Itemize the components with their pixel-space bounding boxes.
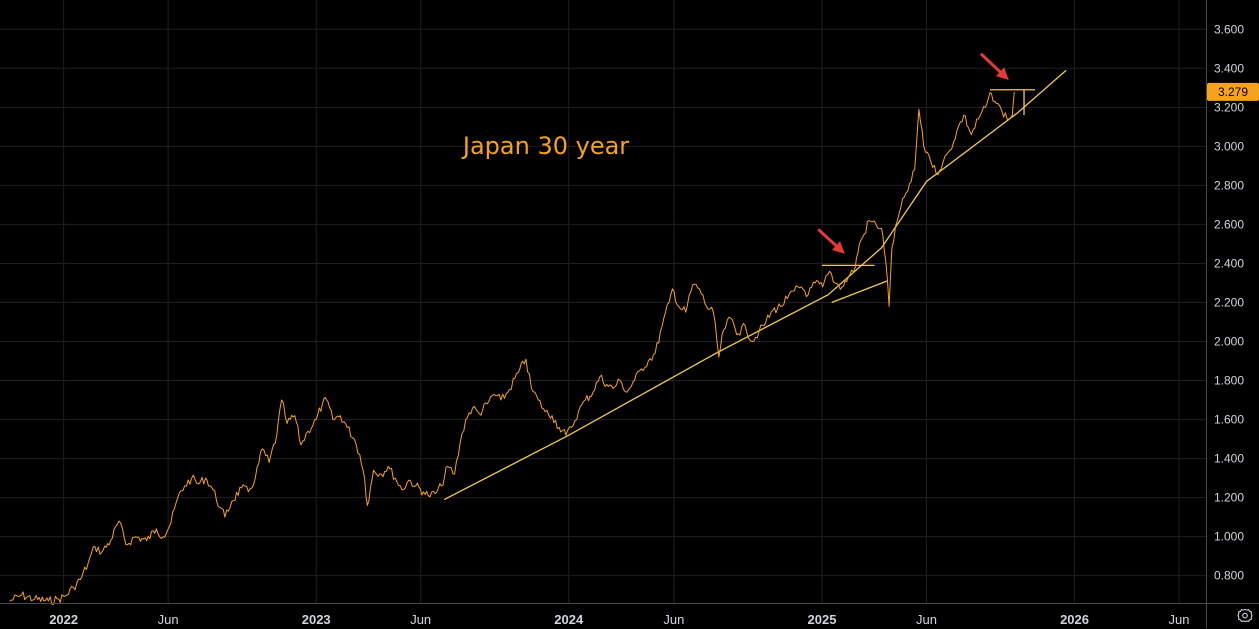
x-tick-label: 2026 <box>1060 612 1089 627</box>
y-tick-label: 3.600 <box>1214 22 1244 36</box>
price-line <box>9 91 1015 605</box>
red-arrow-shaft <box>817 228 838 248</box>
y-tick-label: 3.000 <box>1214 139 1244 153</box>
y-tick-label: 1.200 <box>1214 491 1244 505</box>
gear-icon[interactable] <box>1237 608 1253 624</box>
y-tick-label: 2.600 <box>1214 217 1244 231</box>
x-tick-label: 2025 <box>808 612 837 627</box>
red-arrow-head <box>831 241 845 254</box>
red-arrow-shaft <box>980 53 1002 74</box>
grid <box>0 0 1206 603</box>
price-label-box <box>1207 82 1259 101</box>
chart-annotation-title: Japan 30 year <box>461 132 629 160</box>
x-tick-label: Jun <box>1169 612 1190 627</box>
y-tick-label: 1.600 <box>1214 413 1244 427</box>
y-tick-label: 2.200 <box>1214 295 1244 309</box>
annotation-lines <box>443 69 1067 501</box>
x-tick-label: Jun <box>410 612 431 627</box>
x-tick-label: Jun <box>916 612 937 627</box>
y-tick-label: 3.200 <box>1214 100 1244 114</box>
price-label-value: 3.279 <box>1218 85 1248 99</box>
gear-center <box>1242 612 1248 619</box>
y-tick-label: 1.800 <box>1214 374 1244 388</box>
y-tick-label: 3.400 <box>1214 61 1244 75</box>
y-tick-label: 1.000 <box>1214 530 1244 544</box>
current-price-label: 3.279 <box>1207 82 1259 101</box>
price-series <box>9 91 1015 605</box>
x-tick-label: 2024 <box>554 612 584 627</box>
y-tick-label: 2.000 <box>1214 335 1244 349</box>
y-tick-label: 1.400 <box>1214 452 1244 466</box>
y-tick-label: 0.800 <box>1214 569 1244 583</box>
gear-icon-svg <box>1237 608 1253 623</box>
gear-outline <box>1237 608 1253 623</box>
x-tick-label: 2022 <box>49 612 78 627</box>
y-tick-label: 2.800 <box>1214 178 1244 192</box>
lower-trend-segment <box>831 280 888 304</box>
x-tick-label: Jun <box>158 612 179 627</box>
red-arrow-head <box>995 67 1009 81</box>
support-trendline <box>443 69 1067 501</box>
y-tick-label: 2.400 <box>1214 256 1244 270</box>
annotation-arrows <box>817 53 1009 254</box>
x-tick-label: 2023 <box>302 612 331 627</box>
x-tick-label: Jun <box>663 612 684 627</box>
